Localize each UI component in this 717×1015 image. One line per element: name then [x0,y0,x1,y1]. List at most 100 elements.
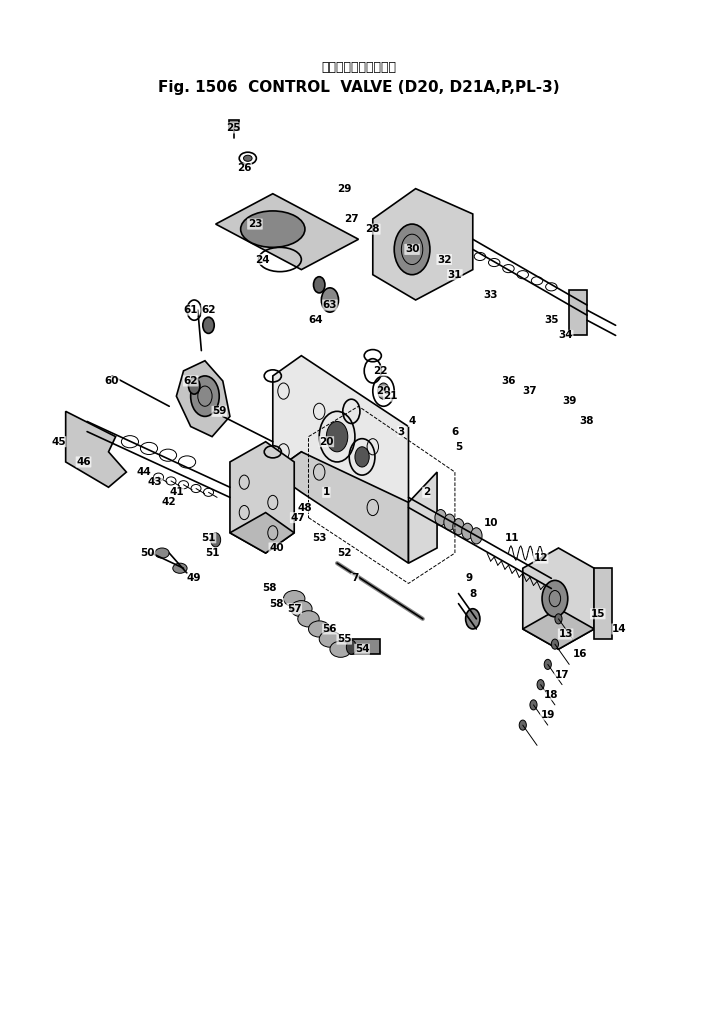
Text: 53: 53 [312,533,326,543]
Text: 31: 31 [447,270,462,280]
Polygon shape [373,189,473,300]
Ellipse shape [283,591,305,607]
Circle shape [555,614,562,624]
Text: 60: 60 [105,376,119,386]
Text: Fig. 1506  CONTROL  VALVE (D20, D21A,P,PL-3): Fig. 1506 CONTROL VALVE (D20, D21A,P,PL-… [158,80,559,95]
Text: 51: 51 [205,548,219,558]
Text: 5: 5 [455,442,462,452]
Text: 56: 56 [323,624,337,634]
Text: 17: 17 [555,670,569,679]
Polygon shape [230,513,294,553]
Text: 21: 21 [384,391,398,401]
Circle shape [355,447,369,467]
Polygon shape [409,472,437,563]
Text: 16: 16 [573,650,587,660]
Polygon shape [272,452,409,563]
Text: 23: 23 [247,219,262,229]
Circle shape [211,533,221,547]
Text: 61: 61 [184,306,198,315]
Text: 20: 20 [376,386,391,396]
Polygon shape [216,194,358,270]
Text: 19: 19 [541,710,555,720]
Circle shape [542,581,568,617]
Text: 2: 2 [423,487,430,497]
Text: 34: 34 [559,331,573,340]
Bar [351,639,380,655]
Polygon shape [523,548,594,650]
Circle shape [530,699,537,709]
Text: 51: 51 [201,533,216,543]
Text: 62: 62 [184,376,198,386]
Text: 28: 28 [366,224,380,234]
Ellipse shape [319,631,341,648]
Circle shape [378,383,389,399]
Text: 52: 52 [337,548,351,558]
Text: 58: 58 [269,599,284,609]
Text: 4: 4 [409,416,416,426]
Circle shape [321,288,338,313]
Text: 46: 46 [76,457,91,467]
Text: 33: 33 [483,290,498,300]
Circle shape [462,523,473,539]
Circle shape [313,277,325,293]
Text: 10: 10 [483,518,498,528]
Text: 58: 58 [262,584,277,594]
Ellipse shape [290,601,312,617]
Text: 26: 26 [237,163,252,174]
Text: 43: 43 [148,477,162,487]
Text: 14: 14 [612,624,627,634]
Ellipse shape [346,640,356,655]
Circle shape [189,378,200,394]
Text: 64: 64 [308,316,323,325]
Text: 41: 41 [169,487,184,497]
Text: 62: 62 [201,306,216,315]
Circle shape [203,318,214,333]
Polygon shape [272,355,409,518]
Text: 63: 63 [323,300,337,310]
Text: 39: 39 [562,396,576,406]
Bar [229,120,239,130]
Circle shape [452,519,464,535]
Circle shape [537,680,544,690]
Circle shape [326,421,348,452]
Circle shape [551,639,559,650]
Polygon shape [230,442,294,553]
Text: 11: 11 [505,533,519,543]
Text: 48: 48 [298,502,312,513]
Text: 59: 59 [212,406,227,416]
Text: 3: 3 [398,426,405,436]
Text: コントロール　バルブ: コントロール バルブ [321,61,396,74]
Circle shape [191,376,219,416]
Text: 1: 1 [323,487,330,497]
Text: 47: 47 [290,513,305,523]
Text: 49: 49 [187,573,201,584]
Text: 25: 25 [227,123,241,133]
Text: 44: 44 [137,467,151,477]
Circle shape [465,609,480,629]
Text: 40: 40 [269,543,284,553]
Polygon shape [176,360,230,436]
Bar [569,290,587,335]
Text: 30: 30 [405,245,419,255]
Text: 55: 55 [337,634,351,645]
Bar [594,568,612,639]
Text: 9: 9 [465,573,473,584]
Text: 15: 15 [591,609,605,619]
Ellipse shape [244,155,252,161]
Circle shape [435,510,447,526]
Text: 57: 57 [287,604,302,614]
Text: 29: 29 [337,184,351,194]
Ellipse shape [155,548,169,558]
Text: 36: 36 [501,376,516,386]
Polygon shape [523,609,594,650]
Ellipse shape [308,621,330,637]
Ellipse shape [298,611,319,627]
Ellipse shape [330,641,351,658]
Text: 20: 20 [319,436,333,447]
Text: 18: 18 [544,690,559,699]
Circle shape [544,660,551,670]
Text: 42: 42 [162,497,176,508]
Text: 13: 13 [559,629,573,639]
Text: 6: 6 [451,426,459,436]
Text: 7: 7 [351,573,358,584]
